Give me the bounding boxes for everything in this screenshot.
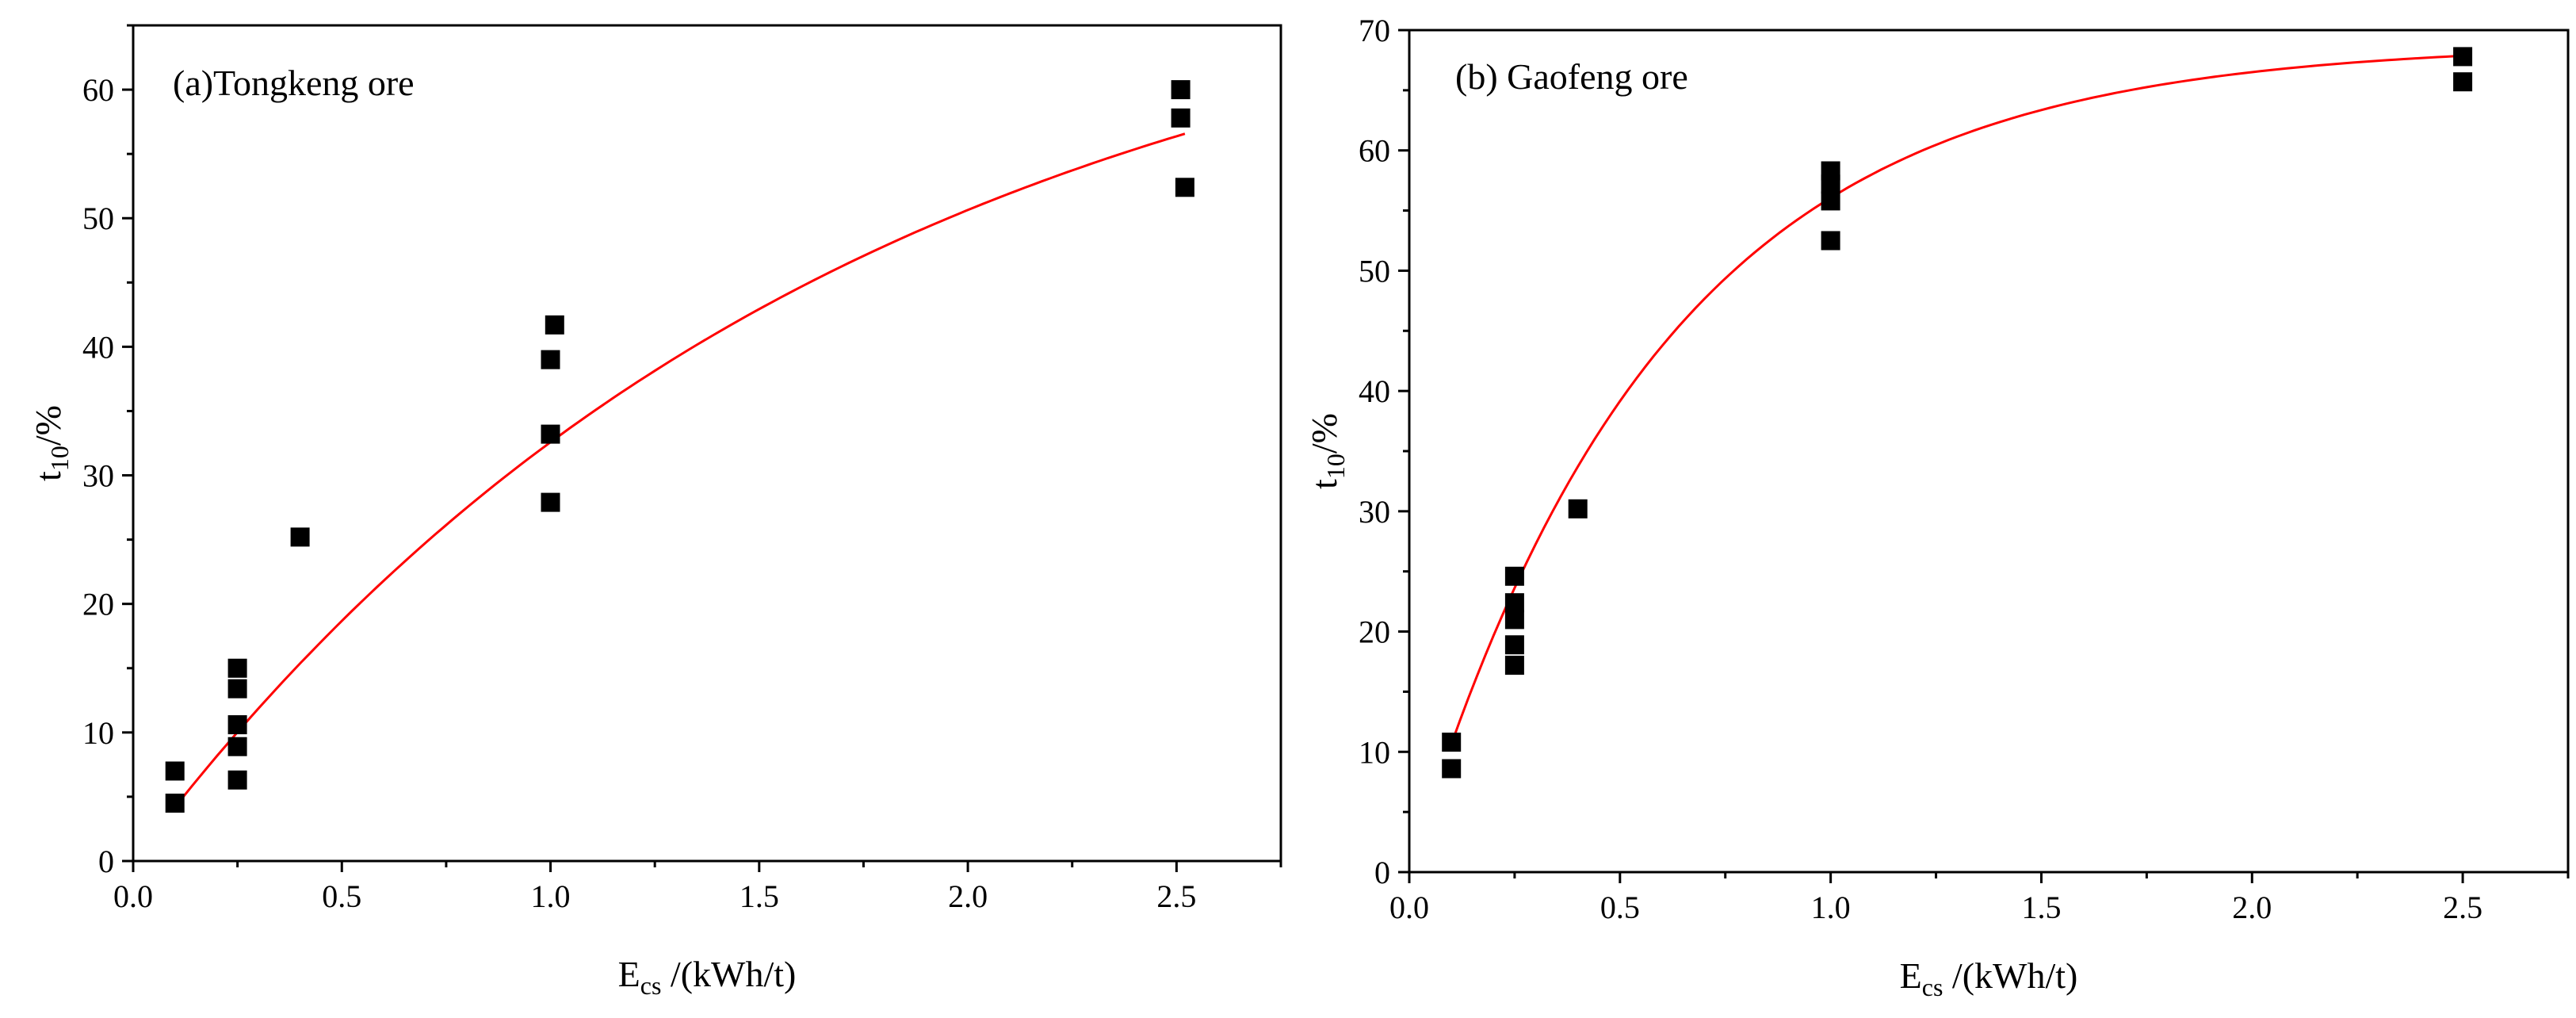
panel-a-fit-curve [174,132,1186,809]
panel-a-x-axis-title: Ecs /(kWh/t) [618,954,797,1000]
panel-a-y-tick-labels: 0 10 20 30 40 50 60 [82,72,114,879]
panel-b-x-tick-label: 1.0 [1811,890,1851,925]
panel-a-title: (a)Tongkeng ore [173,63,415,103]
panel-b-data-point [1821,174,1840,194]
panel-b-x-tick-labels: 0.0 0.5 1.0 1.5 2.0 2.5 [1389,890,2482,925]
panel-b-data-point [1504,566,1524,586]
panel-b-x-tick-label: 2.0 [2232,890,2272,925]
panel-a-data-point [1171,80,1191,100]
panel-a-x-tick-label: 1.0 [531,878,571,914]
panel-b-data-point [1504,593,1524,613]
panel-a-data-point [541,424,560,444]
panel-b-y-tick-label: 0 [1374,855,1390,890]
panel-b-data-point [1442,759,1462,779]
panel-b-y-tick-label: 40 [1359,373,1390,409]
panel-b-title: (b) Gaofeng ore [1455,56,1688,97]
panel-a-y-tick-label: 50 [82,201,114,236]
panel-b-data-point [1504,635,1524,655]
panel-a-x-tick-label: 2.5 [1156,878,1196,914]
panel-b-data-point [1504,610,1524,630]
panel-a-y-tick-label: 40 [82,329,114,365]
panel-a-data-point [227,715,247,735]
panel-b-y-tick-label: 10 [1359,734,1390,770]
panel-a-data-point [227,679,247,698]
panel-a-data-point [165,794,185,813]
panel-a-y-axis-title: t10/% [28,405,74,481]
panel-b-gaofeng: 0.0 0.5 1.0 1.5 2.0 2.5 0 10 20 30 40 50 60 70 (b) G… [1304,13,2570,1001]
panel-b-y-tick-label: 50 [1359,253,1390,289]
panel-a-data-point [545,315,564,335]
panel-b-data-point [1568,499,1588,519]
panel-a-plot-frame [132,24,1282,863]
panel-a-x-tick-label: 0.5 [322,878,361,914]
panel-b-ticks [1398,29,2570,883]
panel-a-y-tick-label: 0 [98,844,114,879]
panel-a-x-tick-label: 1.5 [740,878,779,914]
panel-b-data-point [1821,191,1840,211]
panel-a-data-point [227,770,247,790]
panel-b-x-tick-label: 1.5 [2021,890,2061,925]
panel-b-x-tick-label: 0.5 [1600,890,1640,925]
panel-a-data-point [1171,108,1191,128]
panel-a-y-tick-label: 30 [82,458,114,494]
panel-a-x-tick-labels: 0.0 0.5 1.0 1.5 2.0 2.5 [113,878,1196,914]
panel-a-tongkeng: 0.0 0.5 1.0 1.5 2.0 2.5 0 10 20 30 40 50 60 (a)Tong… [28,24,1282,1000]
panel-b-data-point [1504,656,1524,675]
panel-b-data-points [1442,47,2473,779]
panel-b-y-tick-labels: 0 10 20 30 40 50 60 70 [1359,13,1390,890]
panel-b-data-point [1821,231,1840,251]
panel-b-y-tick-label: 30 [1359,494,1390,530]
panel-a-x-tick-label: 2.0 [948,878,988,914]
panel-b-fit-curve [1450,54,2463,744]
panel-a-y-tick-label: 10 [82,715,114,751]
panel-b-y-tick-label: 70 [1359,13,1390,48]
panel-a-data-points [165,80,1194,813]
panel-a-data-point [1175,178,1194,197]
panel-a-data-point [227,737,247,756]
panel-a-data-point [290,527,310,547]
panel-b-y-axis-title: t10/% [1304,413,1350,489]
panel-b-x-axis-title: Ecs /(kWh/t) [1900,955,2078,1001]
panel-b-data-point [1442,733,1462,752]
panel-b-data-point [2453,47,2473,67]
panel-b-y-tick-label: 60 [1359,133,1390,169]
panel-a-data-point [165,761,185,781]
panel-b-x-tick-label: 2.5 [2443,890,2482,925]
panel-a-y-tick-label: 60 [82,72,114,108]
panel-b-data-point [2453,72,2473,92]
panel-b-y-tick-label: 20 [1359,614,1390,650]
panel-b-x-tick-label: 0.0 [1389,890,1429,925]
panel-a-x-tick-label: 0.0 [113,878,153,914]
panel-a-data-point [541,350,560,369]
panel-a-ticks [122,24,1282,872]
panel-a-data-point [227,658,247,678]
panel-b-plot-frame [1408,29,2570,874]
panel-a-data-point [541,492,560,512]
panel-a-y-tick-label: 20 [82,587,114,622]
